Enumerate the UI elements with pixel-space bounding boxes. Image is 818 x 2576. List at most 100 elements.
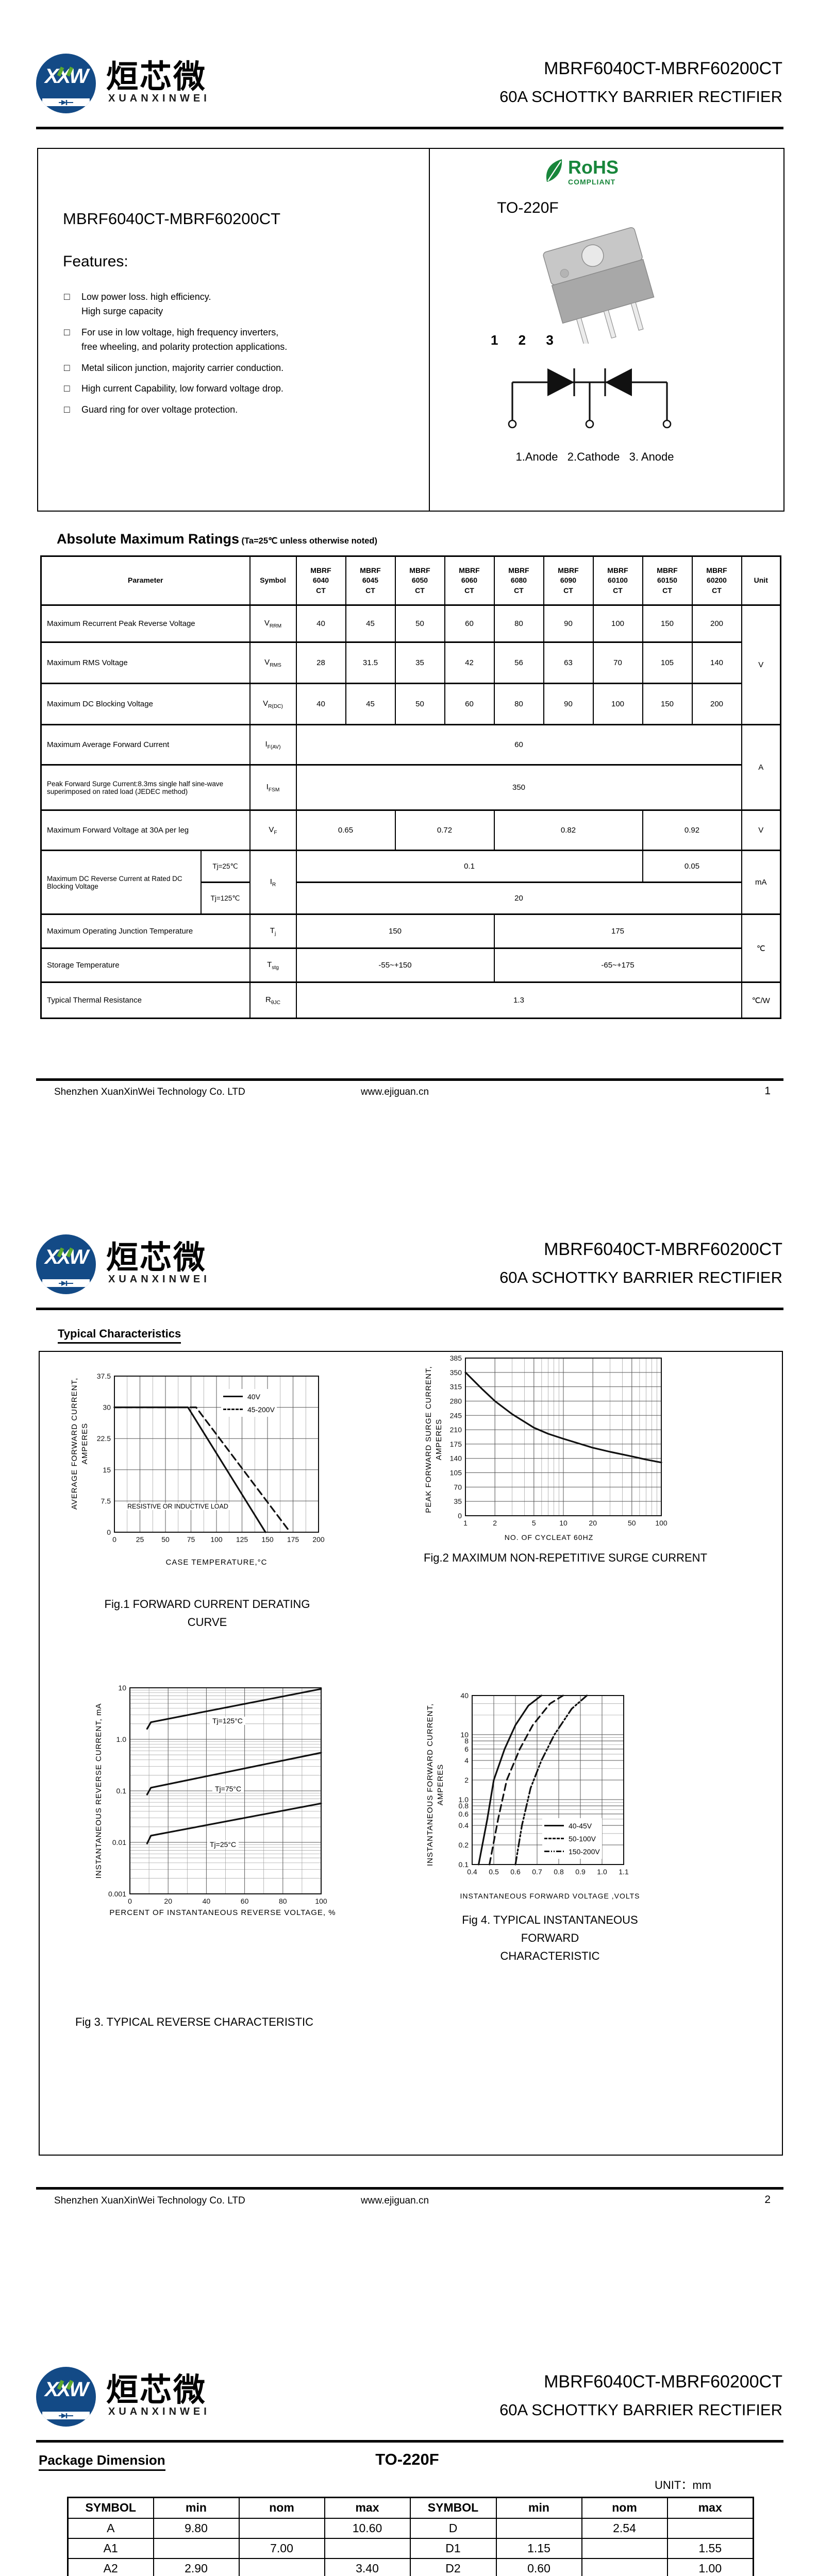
svg-text:0.4: 0.4 xyxy=(467,1868,477,1876)
svg-text:4: 4 xyxy=(464,1756,469,1765)
svg-text:0.9: 0.9 xyxy=(575,1868,586,1876)
page-number: 1 xyxy=(764,1085,771,1097)
page1-footer: Shenzhen XuanXinWei Technology Co. LTD w… xyxy=(36,1078,783,1109)
table: Parameter Symbol MBRF 6040 CT MBRF 6045 CT M… xyxy=(40,555,781,1019)
table-row: Maximum DC Reverse Current at Rated DC B… xyxy=(40,850,781,915)
table-cell: 2.90 xyxy=(153,2557,240,2576)
table-cell: ℃/W xyxy=(741,981,781,1019)
table-cell: 150 xyxy=(295,913,495,949)
table-row: SYMBOL min nom max SYMBOL min nom max xyxy=(67,2497,754,2519)
table-row: Typical Thermal Resistance RθJC 1.3 ℃/W xyxy=(40,981,781,1019)
svg-text:100: 100 xyxy=(655,1519,667,1527)
footer-website-link[interactable]: www.ejiguan.cn xyxy=(361,1087,429,1097)
fig4-x-axis-label: INSTANTANEOUS FORWARD VOLTAGE ,VOLTS xyxy=(460,1892,640,1900)
svg-text:0.6: 0.6 xyxy=(459,1810,469,1818)
col-header-symbol: Symbol xyxy=(249,555,297,606)
svg-text:175: 175 xyxy=(450,1440,462,1448)
table: SYMBOL min nom max SYMBOL min nom max A 9.80 10.60… xyxy=(67,2497,754,2576)
table-cell: 9.80 xyxy=(153,2517,240,2539)
typical-characteristics-heading: Typical Characteristics xyxy=(58,1327,181,1344)
table-cell: 80 xyxy=(493,604,544,643)
table-cell: A2 xyxy=(67,2557,154,2576)
table-cell: 100 xyxy=(592,604,643,643)
svg-text:2: 2 xyxy=(464,1776,469,1784)
svg-text:0.6: 0.6 xyxy=(510,1868,521,1876)
table-cell: 350 xyxy=(295,764,742,811)
svg-text:22.5: 22.5 xyxy=(97,1434,111,1443)
table-cell: 31.5 xyxy=(345,641,396,684)
rohs-label: RoHS xyxy=(568,157,619,178)
absolute-maximum-ratings-table: Parameter Symbol MBRF 6040 CT MBRF 6045 CT M… xyxy=(40,555,781,1019)
header-rule xyxy=(36,2440,783,2443)
table-row: Maximum DC Blocking Voltage VR(DC) 40 45 50 6… xyxy=(40,683,781,725)
svg-text:10: 10 xyxy=(118,1684,126,1692)
fig4-caption: Fig 4. TYPICAL INSTANTANEOUS FORWARD CHA… xyxy=(462,1913,638,1963)
features-heading: Features: xyxy=(63,253,128,270)
dashed-line-icon xyxy=(223,1409,243,1410)
svg-text:60: 60 xyxy=(241,1897,249,1905)
logo-diode-icon xyxy=(42,2412,90,2419)
fig3-x-axis-label: PERCENT OF INSTANTANEOUS REVERSE VOLTAGE… xyxy=(109,1908,336,1917)
logo-english-name: XUANXINWEI xyxy=(108,2406,210,2417)
table-cell: VRRM xyxy=(249,604,297,643)
table-cell: IR xyxy=(249,850,297,915)
table-cell: 2.54 xyxy=(581,2517,668,2539)
table-row: Parameter Symbol MBRF 6040 CT MBRF 6045 CT M… xyxy=(40,555,781,606)
fig3-caption: Fig 3. TYPICAL REVERSE CHARACTERISTIC xyxy=(75,2015,314,2028)
table-cell: VR(DC) xyxy=(249,683,297,725)
table-cell: 3.40 xyxy=(324,2557,411,2576)
svg-text:80: 80 xyxy=(279,1897,287,1905)
table-cell: 1.3 xyxy=(295,981,742,1019)
logo-diode-icon xyxy=(42,1279,90,1287)
footer-website-link[interactable]: www.ejiguan.cn xyxy=(361,2195,429,2206)
svg-text:40: 40 xyxy=(203,1897,211,1905)
footer-company: Shenzhen XuanXinWei Technology Co. LTD xyxy=(54,2195,245,2206)
table-cell: Maximum RMS Voltage xyxy=(40,641,251,684)
table-cell: MBRF 60100 CT xyxy=(592,555,643,606)
table-cell: 50 xyxy=(394,683,445,725)
part-title: MBRF6040CT-MBRF60200CT xyxy=(63,210,281,228)
table-cell: 200 xyxy=(691,604,742,643)
svg-text:1: 1 xyxy=(463,1519,468,1527)
table-cell: IFSM xyxy=(249,764,297,811)
fig1-legend: 40V 45-200V xyxy=(221,1389,277,1417)
table-cell: 60 xyxy=(444,604,495,643)
footer-rule xyxy=(36,2187,783,2190)
charts-box: 0 25 50 75 100 125 150 175 200 0 7.5 15 22.5 30 37.5 A… xyxy=(39,1351,783,2156)
svg-text:175: 175 xyxy=(287,1535,299,1544)
table-cell: MBRF 6060 CT xyxy=(444,555,495,606)
table-cell: VRMS xyxy=(249,641,297,684)
svg-text:200: 200 xyxy=(312,1535,325,1544)
table-cell: MBRF 6050 CT xyxy=(394,555,445,606)
rohs-badge: RoHS COMPLIANT xyxy=(543,158,619,186)
table-cell: 105 xyxy=(642,641,693,684)
table-cell: VF xyxy=(249,809,297,851)
fig4-forward-characteristic-plot: 0.4 0.5 0.6 0.7 0.8 0.9 1.0 1.10.10.20.40.60.81… xyxy=(459,1691,629,1876)
table-cell: 7.00 xyxy=(238,2537,325,2559)
table-cell: 40 xyxy=(295,683,346,725)
table-cell: min xyxy=(153,2497,240,2519)
table-cell: 200 xyxy=(691,683,742,725)
col-header-parameter: Parameter xyxy=(40,555,251,606)
feature-item: Low power loss. high efficiency. High su… xyxy=(63,290,406,319)
svg-text:50: 50 xyxy=(628,1519,636,1527)
svg-text:0.7: 0.7 xyxy=(532,1868,542,1876)
fig4-y-axis-label: INSTANTANEOUS FORWARD CURRENT, AMPERES xyxy=(426,1703,445,1867)
svg-text:125: 125 xyxy=(236,1535,248,1544)
fig4-legend: 40-45V 50-100V 150-200V xyxy=(542,1818,602,1859)
table-cell: 28 xyxy=(295,641,346,684)
fig2-x-axis-label: NO. OF CYCLEAT 60HZ xyxy=(504,1533,594,1541)
doc-subtitle: 60A SCHOTTKY BARRIER RECTIFIER xyxy=(499,1268,782,1286)
package-photo xyxy=(543,227,655,344)
dash-dot-line-icon xyxy=(544,1850,564,1853)
table-cell: SYMBOL xyxy=(409,2497,497,2519)
page3-header: XXW 烜芯微 XUANXINWEI MBRF6040CT-MBRF60200C… xyxy=(36,2365,783,2443)
logo-monogram: XXW xyxy=(44,2378,89,2401)
svg-text:280: 280 xyxy=(450,1397,462,1405)
table-cell: MBRF 6080 CT xyxy=(493,555,544,606)
svg-text:0.2: 0.2 xyxy=(459,1841,469,1849)
svg-text:1.0: 1.0 xyxy=(597,1868,607,1876)
table-cell: 90 xyxy=(543,604,594,643)
table-cell: 0.60 xyxy=(495,2557,582,2576)
company-logo: XXW xyxy=(36,1234,96,1294)
